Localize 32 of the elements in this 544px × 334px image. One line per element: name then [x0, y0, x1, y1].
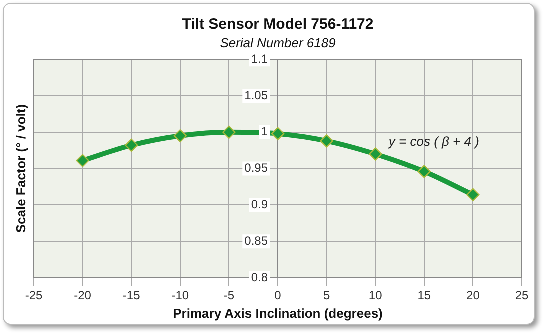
x-tick-label: 20	[466, 288, 480, 303]
y-axis-title: Scale Factor (° / volt)	[14, 104, 29, 234]
point	[174, 129, 187, 143]
x-tick-label: 15	[418, 288, 432, 303]
y-tick-label: 1	[261, 124, 268, 139]
x-tick-label: 25	[515, 288, 529, 303]
point	[125, 138, 138, 152]
x-tick-label: -25	[25, 288, 43, 303]
point	[466, 188, 480, 202]
y-tick-label: 1.1	[251, 52, 268, 66]
point	[271, 127, 285, 140]
point	[222, 126, 236, 139]
x-tick-label: -10	[172, 288, 190, 303]
point	[418, 165, 431, 178]
y-tick-label: 0.9	[251, 198, 268, 212]
x-tick-label: -15	[122, 288, 141, 303]
x-tick-label: 5	[323, 288, 330, 303]
chart-title: Tilt Sensor Model 756-1172	[182, 16, 374, 34]
point	[76, 154, 90, 168]
y-tick-label: 0.8	[251, 270, 268, 284]
chart-subtitle: Serial Number 6189	[220, 35, 336, 50]
x-tick-label: 10	[368, 288, 383, 303]
x-tick-label: 0	[274, 288, 282, 303]
x-tick-label: -20	[74, 288, 92, 303]
x-axis-title: Primary Axis Inclination (degrees)	[173, 306, 383, 321]
point	[369, 148, 382, 161]
point	[320, 134, 334, 148]
y-tick-label: 0.85	[244, 234, 268, 248]
x-tick-label: -5	[224, 288, 235, 303]
y-tick-label: 1.05	[244, 88, 268, 102]
y-tick-label: 0.95	[244, 161, 268, 176]
annotation: y = cos ( β + 4 )	[388, 134, 480, 150]
